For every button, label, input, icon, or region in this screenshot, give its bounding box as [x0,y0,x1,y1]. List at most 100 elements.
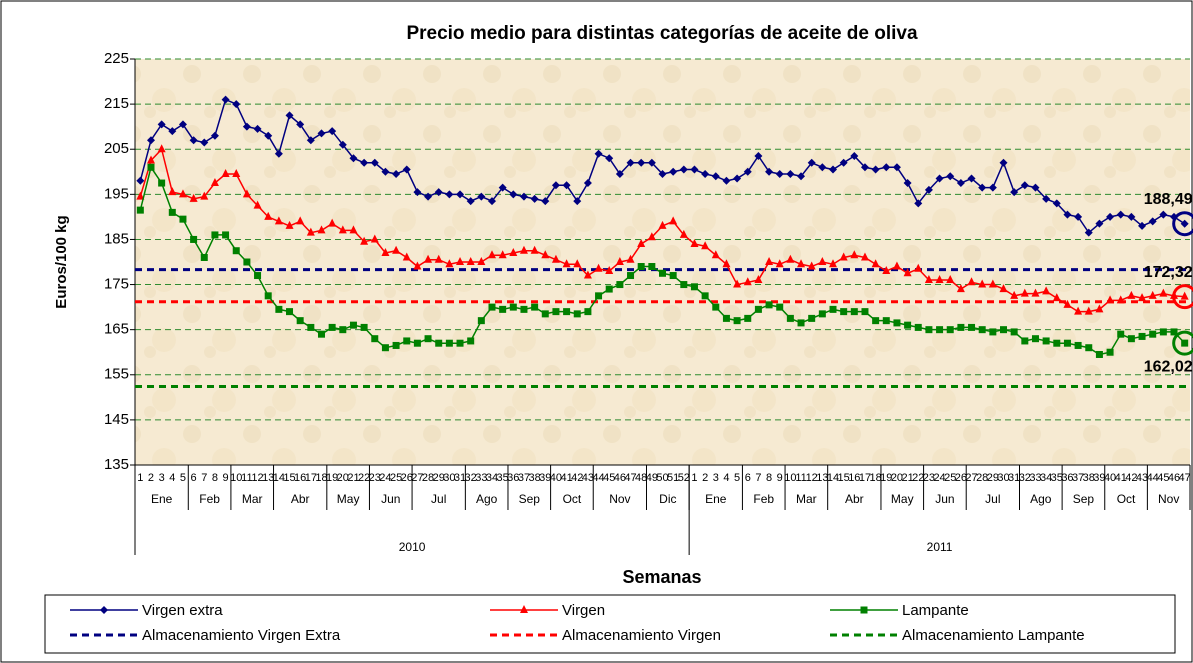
point [1106,295,1115,304]
x-tick-label: 18 [315,472,327,484]
point [978,183,987,192]
point [349,225,358,234]
legend-label: Lampante [902,602,969,619]
point [1138,221,1147,230]
point [477,317,485,325]
point [360,158,369,167]
point [860,606,868,614]
point [434,188,443,197]
point [871,165,880,174]
point [605,285,613,293]
point [807,261,816,270]
x-tick-label: 33 [1029,472,1041,484]
point [647,158,656,167]
legend [44,594,1176,654]
point [1053,339,1061,347]
x-tick-label: 34 [486,472,498,484]
x-tick-label: 19 [326,472,338,484]
point [829,165,838,174]
point [583,179,592,188]
point [370,234,379,243]
point [978,326,986,334]
point [232,169,241,178]
plot-area [135,59,1190,465]
point [860,163,869,172]
point [605,154,614,163]
point [733,174,742,183]
point [285,220,294,229]
point [1095,304,1104,313]
x-tick-label: 24 [933,472,945,484]
point [456,190,465,199]
point [445,190,454,199]
point [914,263,923,272]
point [487,197,496,206]
point [722,176,731,185]
x-tick-label: 12 [251,472,263,484]
point [200,253,208,261]
point [1074,341,1082,349]
year-label: 2011 [927,540,953,554]
month-label: Jun [381,492,400,506]
point [1052,293,1061,302]
x-tick-label: 36 [1061,472,1073,484]
point [743,277,752,286]
end-value-label: 162,02 [1144,358,1193,375]
point [786,254,795,263]
point [520,305,528,313]
point [413,339,421,347]
point [467,337,475,345]
month-label: Jun [935,492,954,506]
x-tick-label: 39 [1093,472,1105,484]
point [925,326,933,334]
point [1159,288,1168,297]
point [1117,330,1125,338]
point [658,220,667,229]
x-tick-label: 4 [723,472,729,484]
point [679,229,688,238]
point [168,127,177,136]
x-tick-label: 13 [816,472,828,484]
point [818,163,827,172]
point [306,136,315,145]
point [860,252,869,261]
y-tick-label: 155 [104,366,129,383]
point [531,303,539,311]
point [615,257,624,265]
point [978,279,987,288]
x-tick-label: 6 [745,472,751,484]
point [988,183,997,192]
point [765,257,774,265]
point [754,275,763,284]
point [445,339,453,347]
x-tick-label: 14 [827,472,839,484]
x-tick-label: 26 [401,472,413,484]
point [210,131,219,140]
point [1138,293,1147,302]
point [1138,332,1146,340]
point [221,169,230,178]
point [786,170,795,179]
x-tick-label: 12 [806,472,818,484]
point [157,144,166,153]
point [956,284,965,293]
month-label: Abr [291,492,310,506]
point [935,174,944,183]
point [477,257,486,265]
point [232,100,241,109]
point [818,257,827,265]
point [296,120,305,129]
y-tick-label: 185 [104,230,129,247]
x-tick-label: 25 [944,472,956,484]
point [349,321,357,329]
month-label: Mar [242,492,263,506]
point [1084,228,1093,237]
point [286,308,294,316]
end-value-label: 188,49 [1144,191,1193,208]
point [754,151,763,160]
point [882,317,890,325]
point [733,279,742,288]
point [1148,290,1157,299]
point [168,187,177,196]
